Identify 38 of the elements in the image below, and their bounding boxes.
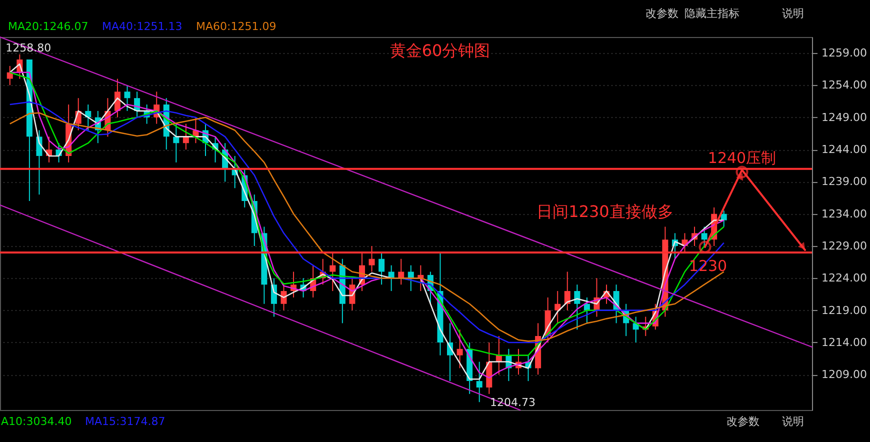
y-tick-label: 1259.00 [822, 46, 867, 60]
candlestick [554, 290, 561, 324]
text: A10:3034.40 [1, 415, 72, 428]
text: 隐藏主指标 [684, 7, 740, 20]
candlestick [173, 123, 180, 163]
candlestick [398, 258, 404, 286]
candlestick [701, 226, 708, 247]
text: 改参数 [726, 415, 760, 428]
y-tick-label: 1209.00 [822, 368, 867, 382]
y-tick-label: 1244.00 [822, 143, 867, 156]
candlestick [476, 361, 482, 403]
text: MA15:3174.87 [85, 415, 166, 428]
candlestick [124, 84, 130, 112]
y-tick-label: 1234.00 [822, 207, 867, 220]
text: 改参数 [646, 7, 678, 20]
annotation: 日间1230直接做多 [536, 202, 674, 221]
y-tick-label: 1219.00 [822, 304, 867, 317]
ref-line-label: 1240压制 [708, 148, 776, 167]
y-tick-label: 1249.00 [822, 110, 867, 124]
candlestick [720, 210, 727, 228]
y-tick-label: 1254.00 [822, 78, 867, 92]
candlestick [378, 252, 385, 286]
candlestick [408, 264, 414, 292]
text: MA40:1251.13 [102, 20, 182, 33]
candlestick [6, 65, 13, 86]
candlestick [388, 264, 394, 292]
text: MA20:1246.07 [8, 20, 88, 33]
candlestick [456, 329, 463, 369]
text: 说明 [782, 415, 804, 428]
candlestick [574, 284, 580, 330]
y-tick-label: 1224.00 [822, 272, 867, 285]
candlestick [564, 271, 570, 311]
chart-title: 黄金60分钟图 [390, 41, 490, 60]
text: MA60:1251.09 [196, 20, 276, 33]
text: 说明 [782, 7, 804, 20]
y-tick-label: 1229.00 [822, 240, 867, 253]
y-tick-label: 1214.00 [822, 336, 867, 349]
y-tick-label: 1239.00 [822, 175, 867, 188]
